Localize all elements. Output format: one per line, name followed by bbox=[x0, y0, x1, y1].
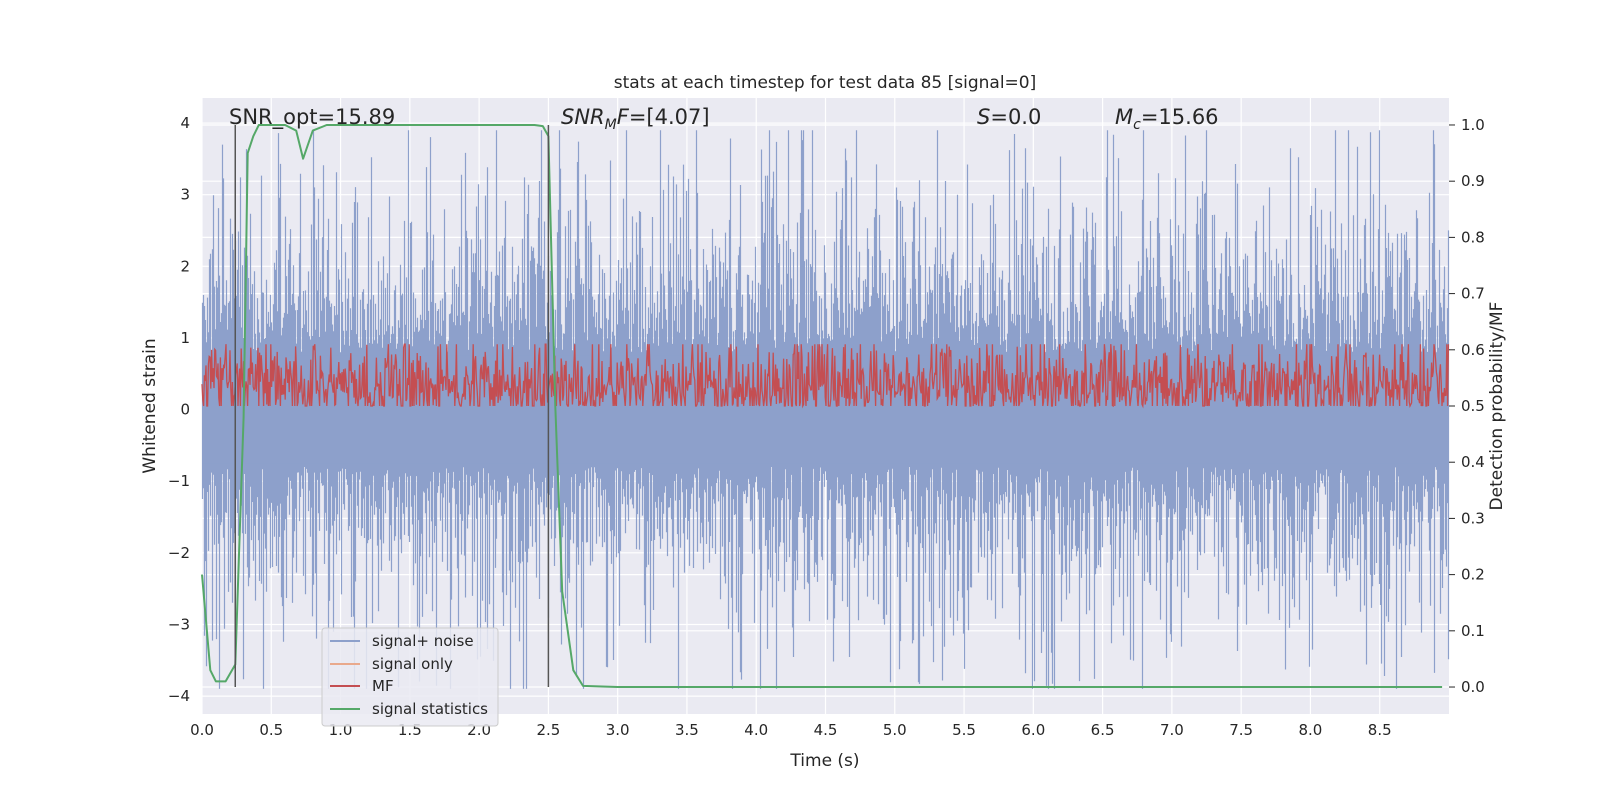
series-signal-statistics bbox=[201, 124, 1443, 688]
y-tick-label: 4 bbox=[180, 114, 190, 132]
annotation-snr-mf-value: =[4.07] bbox=[629, 105, 710, 129]
annotation-snr-mf: SNRMF=[4.07] bbox=[561, 105, 710, 133]
y2-tick-label: 0.3 bbox=[1461, 509, 1485, 527]
y2-tick-label: 0.2 bbox=[1461, 566, 1485, 584]
y2-tick-label: 0.8 bbox=[1461, 228, 1485, 246]
y2-tick-label: 0.1 bbox=[1461, 622, 1485, 640]
y-tick-label: 2 bbox=[180, 257, 190, 275]
x-tick-label: 8.0 bbox=[1299, 721, 1323, 739]
y2-axis-label: Detection probability/MF bbox=[1487, 302, 1507, 511]
legend-label-signal-only: signal only bbox=[372, 655, 453, 673]
y2-tick-label: 0.9 bbox=[1461, 172, 1485, 190]
x-axis-label: Time (s) bbox=[789, 751, 859, 771]
x-tick-label: 4.5 bbox=[814, 721, 838, 739]
annotation-snr-opt: SNR_opt=15.89 bbox=[229, 105, 395, 130]
annotation-s-value: =0.0 bbox=[990, 105, 1041, 129]
legend-label-signal-plus-noise: signal+ noise bbox=[372, 632, 474, 650]
mf-line bbox=[201, 343, 1450, 409]
x-tick-label: 6.0 bbox=[1021, 721, 1045, 739]
x-tick-label: 0.5 bbox=[259, 721, 283, 739]
y-tick-label: −3 bbox=[168, 615, 190, 633]
signal-statistics-line bbox=[201, 124, 1443, 688]
annotation-mc: Mc=15.66 bbox=[1115, 105, 1219, 133]
y-tick-label: −4 bbox=[168, 687, 190, 705]
annotation-s: S=0.0 bbox=[977, 105, 1041, 129]
y-tick-label: −2 bbox=[168, 544, 190, 562]
legend: signal+ noise signal only MF signal stat… bbox=[321, 627, 499, 727]
x-tick-label: 5.0 bbox=[883, 721, 907, 739]
legend-label-signal-statistics: signal statistics bbox=[372, 700, 488, 718]
y-tick-label: −1 bbox=[168, 472, 190, 490]
x-tick-label: 3.5 bbox=[675, 721, 699, 739]
y2-tick-label: 0.5 bbox=[1461, 397, 1485, 415]
chart-title: stats at each timestep for test data 85 … bbox=[614, 73, 1037, 93]
y2-tick-label: 0.7 bbox=[1461, 285, 1485, 303]
y2-tick-label: 0.0 bbox=[1461, 678, 1485, 696]
y-axis-label: Whitened strain bbox=[140, 338, 160, 473]
x-tick-label: 7.0 bbox=[1160, 721, 1184, 739]
x-tick-label: 3.0 bbox=[606, 721, 630, 739]
vertical-markers bbox=[234, 124, 550, 688]
x-tick-label: 4.0 bbox=[744, 721, 768, 739]
x-tick-label: 8.5 bbox=[1368, 721, 1392, 739]
x-tick-label: 5.5 bbox=[952, 721, 976, 739]
x-tick-label: 7.5 bbox=[1229, 721, 1253, 739]
y2-tick-label: 1.0 bbox=[1461, 116, 1485, 134]
x-tick-label: 0.0 bbox=[190, 721, 214, 739]
y-tick-label: 0 bbox=[180, 401, 190, 419]
legend-box bbox=[321, 627, 499, 727]
x-tick-label: 2.5 bbox=[536, 721, 560, 739]
y2-tick-label: 0.6 bbox=[1461, 341, 1485, 359]
y-tick-label: 3 bbox=[180, 186, 190, 204]
y2-tick-label: 0.4 bbox=[1461, 453, 1485, 471]
x-tick-label: 6.5 bbox=[1091, 721, 1115, 739]
series-mf bbox=[201, 343, 1450, 409]
axis-ticks: 0.0 0.5 1.0 1.5 2.0 2.5 3.0 3.5 4.0 4.5 5.0 5.5 6.0 6… bbox=[168, 114, 1485, 739]
y-tick-label: 1 bbox=[180, 329, 190, 347]
annotation-mc-value: =15.66 bbox=[1141, 105, 1219, 129]
legend-label-mf: MF bbox=[372, 677, 394, 695]
